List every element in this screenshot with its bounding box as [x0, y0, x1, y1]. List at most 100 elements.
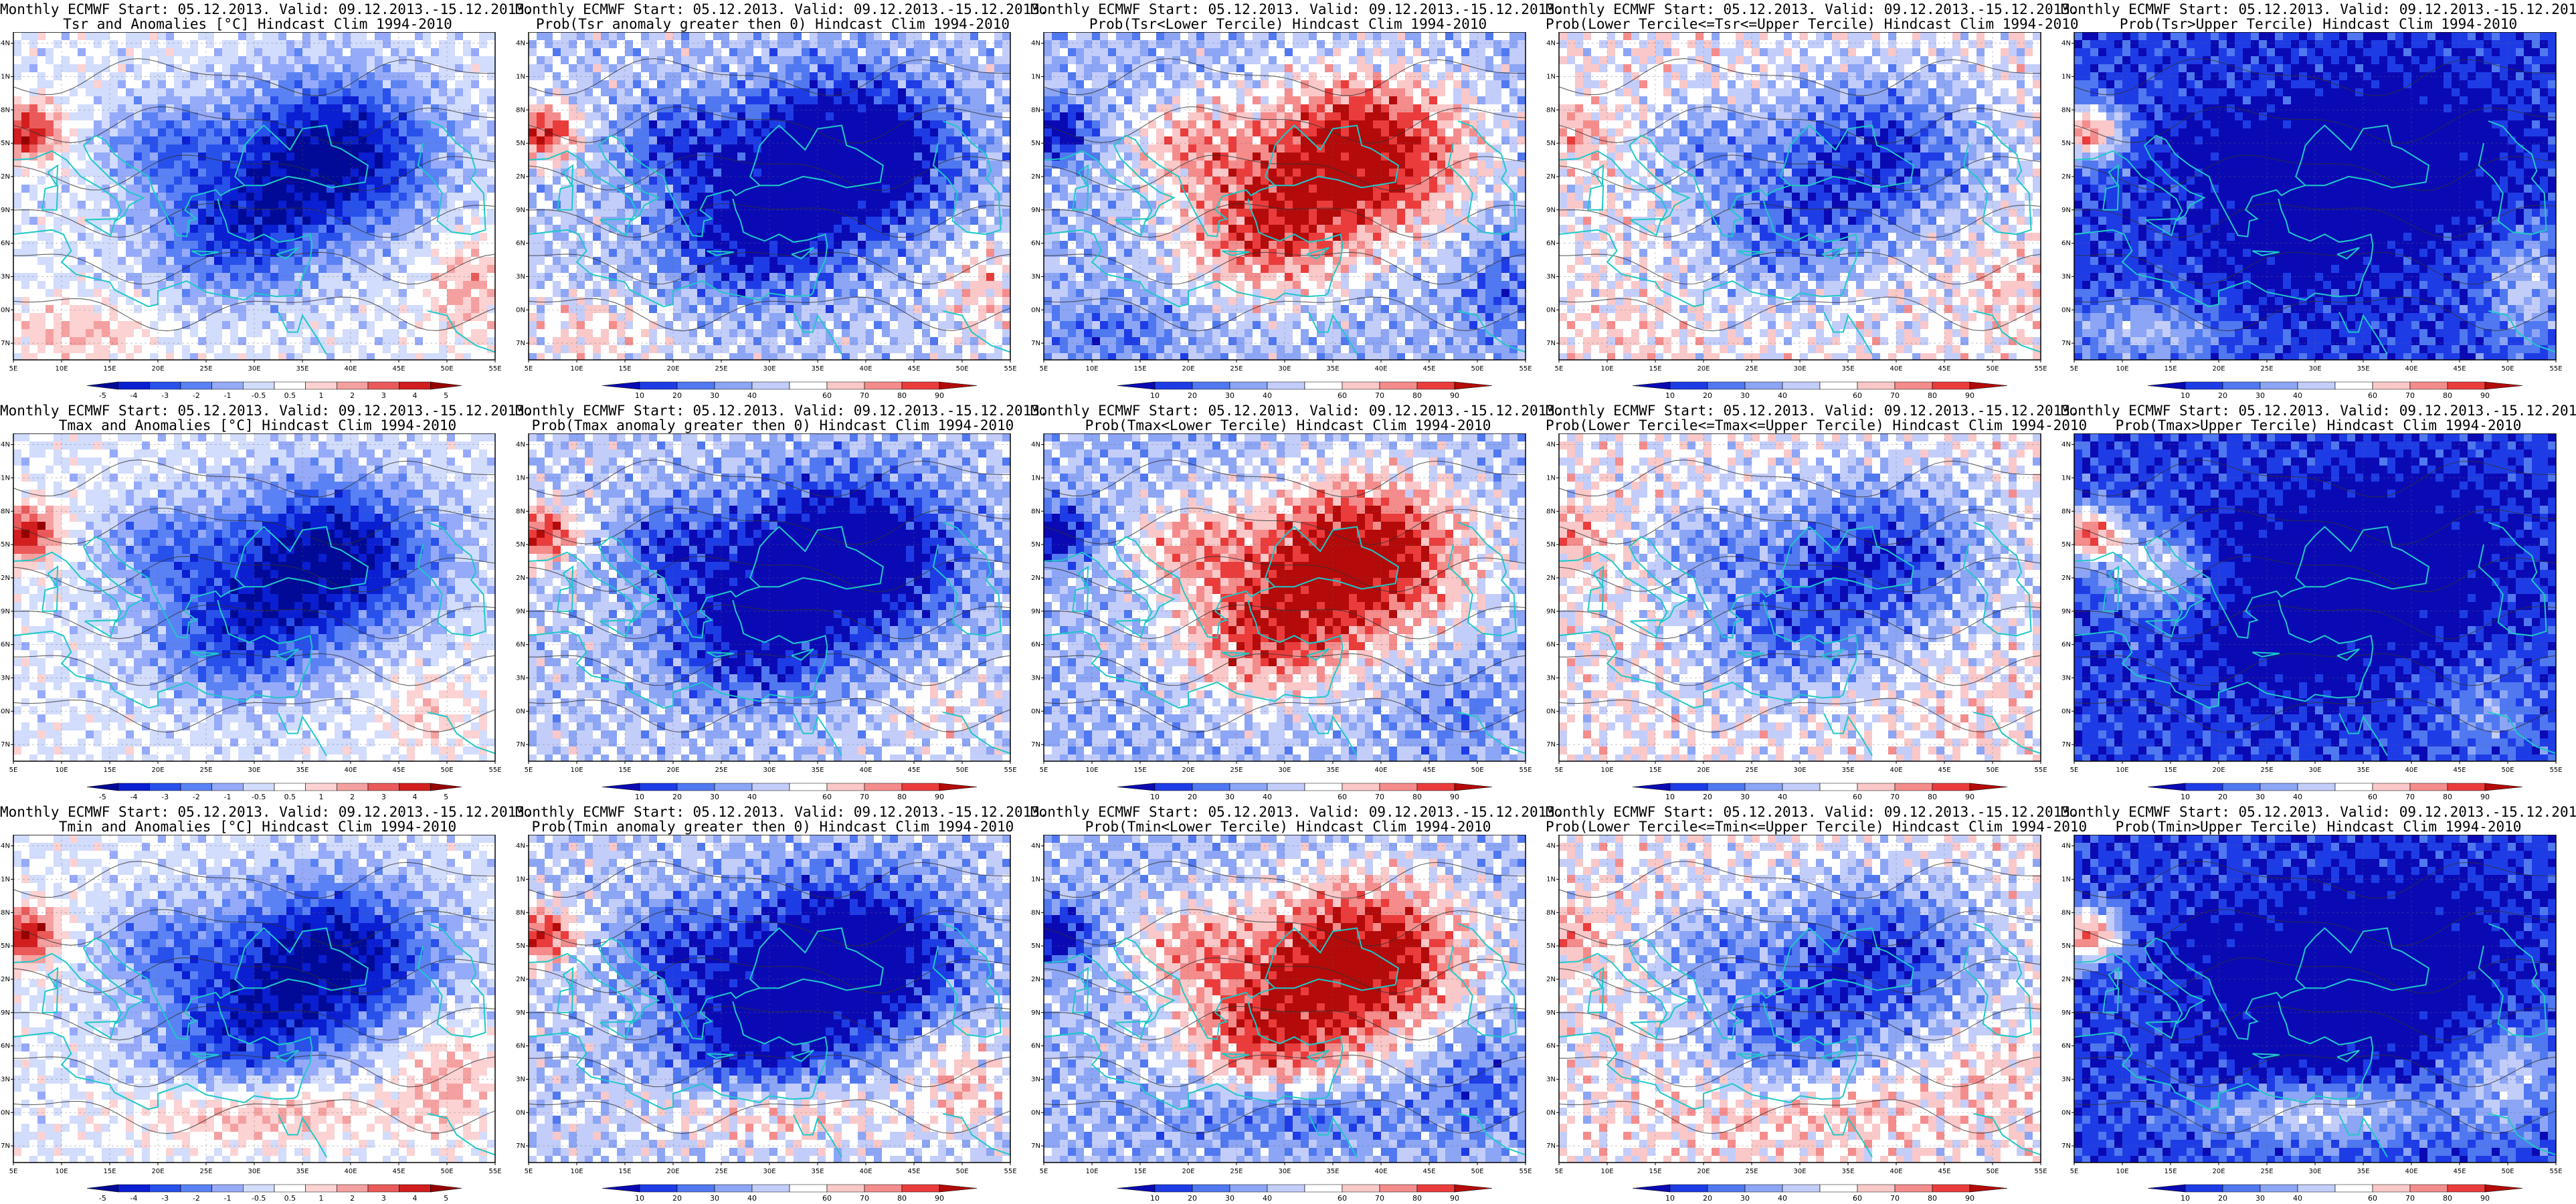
lon-tick-label: 15E [103, 1168, 116, 1175]
panel-title: Monthly ECMWF Start: 05.12.2013. Valid: … [2061, 804, 2576, 820]
colorbar-label: 80 [1412, 391, 1422, 400]
colorbar-label: 80 [1928, 793, 1937, 801]
colorbar-swatch [1154, 1184, 1193, 1193]
map-panel-8: Monthly ECMWF Start: 05.12.2013. Valid: … [1030, 401, 1564, 803]
panel-subtitle: Prob(Tmax>Upper Tercile) Hindcast Clim 1… [2061, 417, 2576, 433]
colorbar-label: 60 [1338, 391, 1347, 400]
lat-tick-label: 33N [1030, 1076, 1040, 1083]
lat-tick-label: 42N [1546, 173, 1556, 181]
lat-tick-label: 45N [1546, 942, 1556, 950]
colorbar-swatch [1154, 783, 1193, 791]
lon-tick-label: 35E [2357, 767, 2369, 774]
lon-tick-label: 35E [811, 767, 824, 774]
panel-subtitle: Prob(Lower Tercile<=Tmax<=Upper Tercile)… [1546, 417, 2087, 433]
lon-tick-label: 55E [2034, 1168, 2047, 1175]
shaded-field [2074, 835, 2556, 1163]
colorbar-label: 70 [2405, 1194, 2415, 1203]
colorbar-swatch [337, 1184, 369, 1193]
lat-tick-label: 48N [1030, 909, 1040, 916]
colorbar-label: 60 [1853, 793, 1862, 801]
lon-tick-label: 50E [955, 767, 968, 774]
colorbar-label: -1 [224, 793, 232, 801]
lat-tick-label: 45N [1546, 140, 1556, 147]
map-panel-1: Monthly ECMWF Start: 05.12.2013. Valid: … [0, 0, 533, 401]
forecast-map: 5E 10E 15E 20E 25E 30E 35E 40E 45E 50E 55E 27N 30N 33… [515, 835, 1017, 1175]
colorbar-label: 60 [2368, 391, 2377, 400]
colorbar-swatch [639, 783, 678, 791]
lon-tick-label: 50E [955, 1168, 968, 1175]
colorbar-label: 70 [860, 793, 869, 801]
lon-tick-label: 45E [392, 365, 405, 373]
lon-tick-label: 5E [1555, 1168, 1564, 1175]
lon-tick-label: 40E [2405, 365, 2417, 373]
coastlines [2074, 120, 2556, 355]
colorbar-swatch [901, 1184, 940, 1193]
map-panel-14: Monthly ECMWF Start: 05.12.2013. Valid: … [1546, 803, 2087, 1204]
lon-tick-label: 40E [1374, 767, 1387, 774]
colorbar-label: 20 [1188, 793, 1197, 801]
colorbar-label: -3 [161, 1194, 169, 1203]
forecast-map: 5E 10E 15E 20E 25E 30E 35E 40E 45E 50E 55E 27N 30N 33… [1030, 32, 1532, 373]
colorbar-label: 40 [1263, 793, 1272, 801]
map-panel-11: Monthly ECMWF Start: 05.12.2013. Valid: … [0, 803, 533, 1204]
lat-tick-label: 33N [1546, 1076, 1556, 1083]
colorbar-swatch [1192, 783, 1230, 791]
contour-lines [13, 460, 495, 733]
lon-tick-label: 55E [488, 1168, 501, 1175]
colorbar-swatch [2297, 783, 2336, 791]
graticule [529, 433, 1010, 761]
lon-tick-label: 50E [1986, 1168, 1999, 1175]
colorbar-swatch [149, 381, 181, 390]
colorbar-swatch [367, 783, 399, 791]
forecast-map: 5E 10E 15E 20E 25E 30E 35E 40E 45E 50E 55E 27N 30N 33… [1546, 32, 2047, 373]
colorbar-swatch [751, 381, 790, 390]
contour-lines [529, 58, 1010, 332]
colorbar-label: 90 [2480, 793, 2490, 801]
lon-tick-label: 40E [1890, 365, 1902, 373]
colorbar-swatch [602, 1184, 640, 1193]
lon-tick-label: 45E [1422, 365, 1435, 373]
lon-tick-label: 50E [1471, 365, 1483, 373]
lon-tick-label: 20E [151, 365, 164, 373]
lon-tick-label: 25E [199, 1168, 212, 1175]
lon-tick-label: 50E [1471, 767, 1483, 774]
colorbar-label: 40 [747, 1194, 757, 1203]
colorbar-swatch [2260, 1184, 2298, 1193]
colorbar-label: 10 [635, 1194, 644, 1203]
colorbar-label: 60 [822, 391, 832, 400]
lon-tick-label: 45E [907, 365, 920, 373]
lat-tick-label: 39N [515, 207, 525, 214]
colorbar-label: 2 [350, 793, 355, 801]
colorbar-label: 70 [860, 391, 869, 400]
lat-tick-label: 42N [2061, 575, 2071, 582]
lon-tick-label: 10E [2116, 1168, 2128, 1175]
colorbar-swatch [180, 783, 212, 791]
shaded-field [13, 433, 495, 761]
colorbar-label: 20 [2218, 1194, 2227, 1203]
lon-tick-label: 20E [1182, 767, 1194, 774]
colorbar-swatch [1229, 1184, 1268, 1193]
colorbar-swatch [826, 783, 865, 791]
colorbar-swatch [1416, 1184, 1455, 1193]
colorbar-label: 3 [381, 1194, 386, 1203]
lon-tick-label: 45E [2453, 767, 2466, 774]
colorbar-label: -4 [130, 391, 138, 400]
lat-tick-label: 45N [2061, 541, 2071, 548]
colorbar-swatch [305, 381, 337, 390]
coastlines [13, 922, 495, 1158]
coastlines [2074, 922, 2556, 1158]
lat-tick-label: 48N [0, 909, 10, 916]
lat-tick-label: 36N [0, 240, 10, 247]
colorbar-label: 30 [710, 391, 719, 400]
colorbar-label: -4 [130, 793, 138, 801]
contour-lines [1044, 861, 1526, 1134]
map-panel-3: Monthly ECMWF Start: 05.12.2013. Valid: … [1030, 0, 1564, 401]
colorbar-swatch [1304, 381, 1343, 390]
lon-tick-label: 30E [248, 767, 260, 774]
lon-tick-label: 30E [2308, 1168, 2321, 1175]
colorbar-swatch [1342, 1184, 1380, 1193]
lon-tick-label: 20E [151, 1168, 164, 1175]
lon-tick-label: 5E [1555, 767, 1564, 774]
lat-tick-label: 45N [0, 942, 10, 950]
